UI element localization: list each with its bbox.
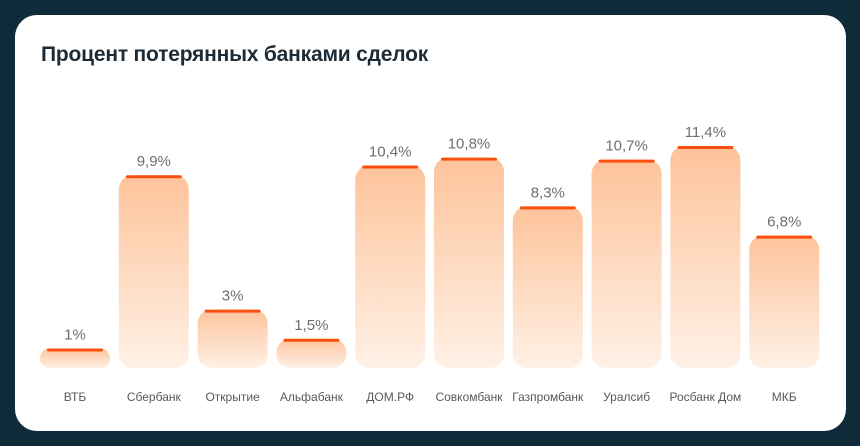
bar-value-label: 10,4% xyxy=(369,143,412,160)
chart-title: Процент потерянных банками сделок xyxy=(41,43,429,66)
bar-value-label: 11,4% xyxy=(685,124,726,141)
bar-cap-5 xyxy=(362,165,419,169)
bar-value-label: 10,7% xyxy=(605,138,648,155)
category-label: Газпромбанк xyxy=(512,390,584,404)
bar-chart: 1% ВТБ 9,9% Сбербанк 3% Открытие 1,5% Альфабанк… xyxy=(40,124,820,404)
bar-2 xyxy=(118,175,189,368)
bar-7 xyxy=(512,206,583,368)
bar-cap-6 xyxy=(441,157,497,161)
bar-cap-10 xyxy=(756,235,813,239)
bars-group: 1% ВТБ 9,9% Сбербанк 3% Открытие 1,5% Альфабанк… xyxy=(40,124,820,404)
bar-value-label: 1% xyxy=(64,327,86,344)
bar-10 xyxy=(749,235,820,368)
category-label: Совкомбанк xyxy=(435,390,503,404)
category-label: ДОМ.РФ xyxy=(366,390,414,404)
bar-cap-2 xyxy=(125,175,182,179)
bar-cap-3 xyxy=(204,309,261,313)
bar-8 xyxy=(591,159,662,368)
bar-3 xyxy=(197,309,268,368)
category-label: Уралсиб xyxy=(603,390,650,404)
bar-value-label: 10,8% xyxy=(448,136,491,153)
bar-value-label: 8,3% xyxy=(531,184,565,201)
bar-4 xyxy=(276,338,347,368)
bar-9 xyxy=(670,146,741,368)
bar-cap-4 xyxy=(283,338,340,342)
category-label: ВТБ xyxy=(64,390,87,404)
bar-cap-1 xyxy=(47,348,103,352)
bar-value-label: 3% xyxy=(222,288,244,305)
category-label: Альфабанк xyxy=(280,390,344,404)
category-label: Сбербанк xyxy=(127,390,182,404)
bar-value-label: 9,9% xyxy=(137,153,171,170)
bar-1 xyxy=(40,348,110,368)
bar-cap-7 xyxy=(519,206,576,210)
category-label: Росбанк Дом xyxy=(669,390,741,404)
category-label: МКБ xyxy=(772,390,797,404)
bar-cap-8 xyxy=(598,159,655,163)
category-label: Открытие xyxy=(205,390,260,404)
bar-cap-9 xyxy=(677,146,734,149)
bar-value-label: 6,8% xyxy=(767,214,801,231)
bar-6 xyxy=(434,157,504,368)
bar-5 xyxy=(355,165,426,368)
bar-value-label: 1,5% xyxy=(294,317,328,334)
chart-card: Процент потерянных банками сделок 1% ВТБ 9… xyxy=(15,15,846,431)
